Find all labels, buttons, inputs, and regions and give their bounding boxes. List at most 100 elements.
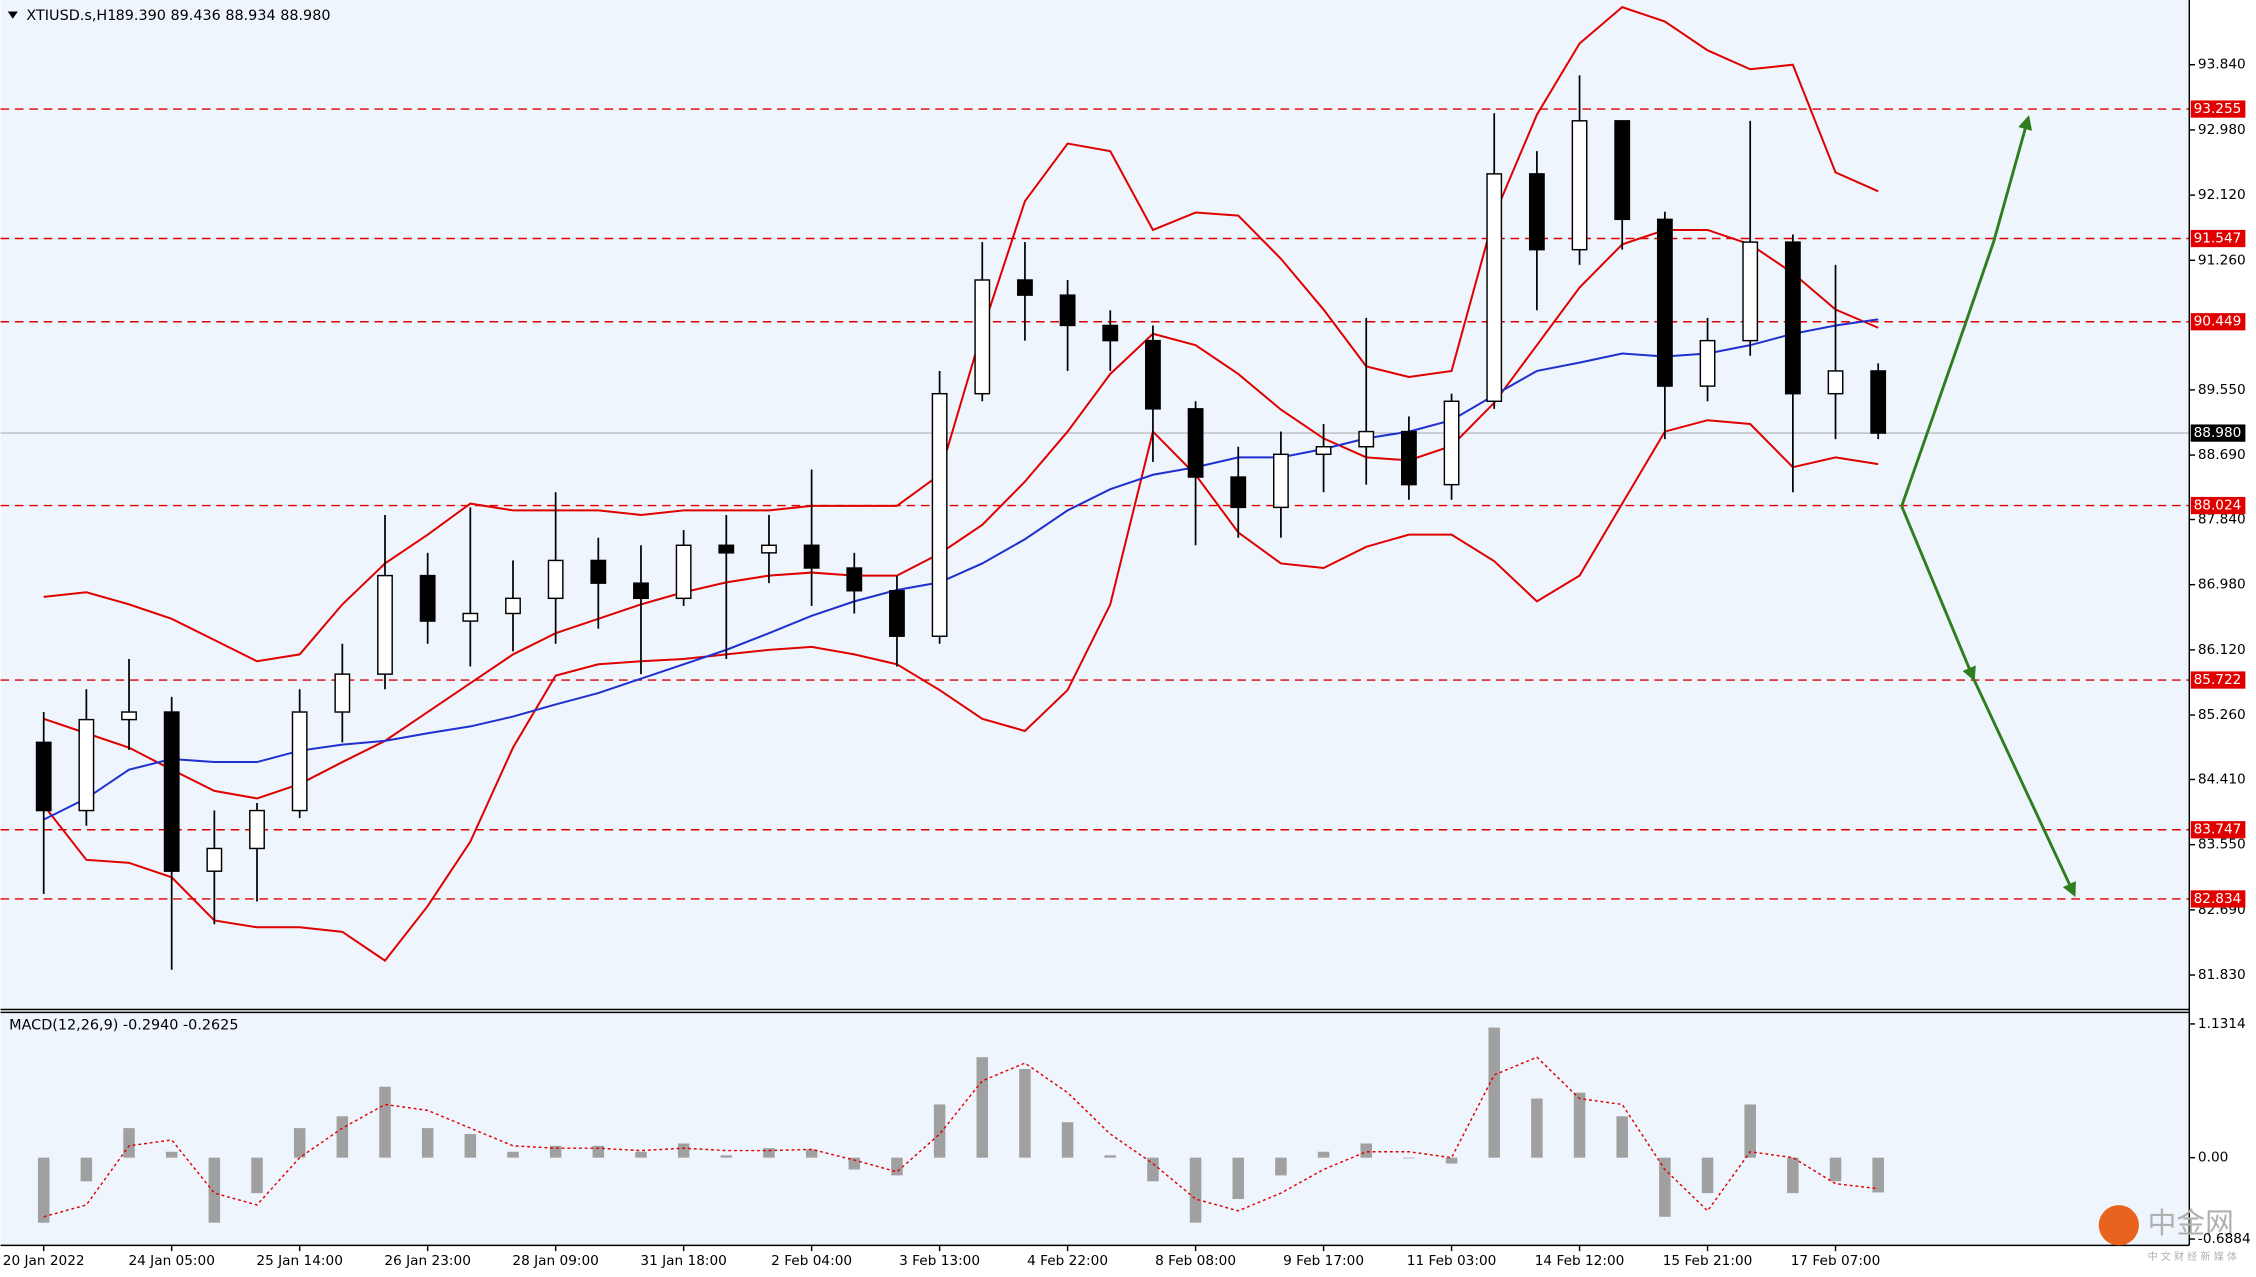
watermark-tagline: 中 文 财 经 新 媒 体 <box>2148 1250 2238 1263</box>
candle-body <box>1571 120 1588 251</box>
candle-body <box>121 711 137 721</box>
level-tag <box>2190 229 2246 248</box>
indicator-line <box>43 318 1879 821</box>
level-label: 88.024 <box>2194 498 2242 514</box>
forecast-arrows <box>1900 115 2076 898</box>
chart-title: XTIUSD.s,H1 <box>26 8 116 24</box>
macd-bar <box>848 1157 861 1170</box>
y-tick-label: 85.260 <box>2198 707 2246 723</box>
candle-body <box>1443 400 1460 486</box>
candle-body <box>803 544 820 569</box>
macd-bar <box>464 1134 477 1158</box>
macd-bar <box>336 1116 349 1158</box>
ohlc-readout: 89.390 89.436 88.934 88.980 <box>116 8 331 24</box>
indicator-line <box>42 419 1879 962</box>
x-tick-label: 31 Jan 18:00 <box>640 1253 726 1269</box>
watermark-logo: 中金网 <box>2148 1206 2234 1240</box>
indicator-line <box>43 5 1879 663</box>
level-tag <box>2190 496 2246 515</box>
candle-body <box>78 718 95 812</box>
candle-body <box>633 582 649 600</box>
macd-bar <box>1275 1157 1287 1176</box>
candle-body <box>1656 218 1673 387</box>
macd-bar <box>1317 1151 1330 1158</box>
macd-bar <box>507 1151 519 1158</box>
candle-body <box>1059 294 1076 327</box>
macd-bar <box>1659 1157 1671 1217</box>
x-tick-label: 25 Jan 14:00 <box>256 1253 342 1269</box>
candle-body <box>419 574 436 622</box>
macd-bar <box>379 1086 391 1158</box>
macd-bar <box>677 1143 690 1158</box>
candle-body <box>163 711 180 872</box>
macd-bar <box>165 1151 178 1158</box>
x-tick-label: 14 Feb 12:00 <box>1535 1253 1625 1269</box>
candle-body <box>675 544 692 600</box>
macd-bar <box>1147 1157 1159 1182</box>
candle-body <box>249 809 265 850</box>
macd-bar <box>933 1104 946 1158</box>
candle-body <box>1102 324 1119 342</box>
x-tick-label: 9 Feb 17:00 <box>1283 1253 1364 1269</box>
macd-bar <box>763 1148 775 1158</box>
level-label: 91.547 <box>2194 231 2242 247</box>
watermark-icon <box>2098 1205 2139 1246</box>
macd-bar <box>208 1157 221 1223</box>
macd-bar <box>1232 1157 1245 1200</box>
indicator-line <box>43 228 1879 800</box>
macd-bar <box>1061 1122 1074 1158</box>
level-tag <box>2190 100 2246 118</box>
candle-body <box>1870 370 1887 434</box>
candle-body <box>1827 370 1844 395</box>
y-tick-label: 86.120 <box>2198 642 2246 658</box>
y-tick-label: 91.260 <box>2198 252 2246 268</box>
macd-bar <box>421 1128 434 1158</box>
macd-bar <box>635 1151 647 1158</box>
x-tick-label: 4 Feb 22:00 <box>1027 1253 1108 1269</box>
y-tick-label: 81.830 <box>2198 967 2246 983</box>
up-arrow <box>1900 115 2033 507</box>
x-tick-label: 11 Feb 03:00 <box>1407 1253 1497 1269</box>
x-tick-label: 28 Jan 09:00 <box>512 1253 598 1269</box>
candle-body <box>505 597 521 615</box>
level-tag <box>2190 890 2246 908</box>
macd-bar <box>1701 1157 1714 1194</box>
down-arrow <box>1900 505 1976 682</box>
y-tick-label: 0.00 <box>2198 1150 2228 1166</box>
candle-body <box>1486 173 1503 402</box>
candle-body <box>846 567 863 592</box>
macd-bar <box>1573 1092 1586 1158</box>
plot-layer <box>0 5 2190 1223</box>
macd-bar <box>1872 1157 1884 1193</box>
macd-bar <box>1616 1116 1628 1158</box>
macd-bar <box>1104 1155 1117 1158</box>
level-label: 83.747 <box>2194 822 2242 838</box>
macd-bar <box>1744 1104 1756 1158</box>
x-tick-label: 24 Jan 05:00 <box>128 1253 214 1269</box>
macd-bar <box>123 1128 135 1158</box>
level-label: 85.722 <box>2194 672 2242 688</box>
y-tick-label: 1.1314 <box>2198 1016 2246 1032</box>
candle-body <box>334 673 351 713</box>
candle-body <box>1699 339 1716 387</box>
macd-pane <box>0 1012 2190 1246</box>
price-pane <box>0 0 2190 1010</box>
y-tick-label: 92.120 <box>2198 187 2246 203</box>
current-price-label: 88.980 <box>2194 425 2242 441</box>
candle-body <box>931 392 948 637</box>
candle-body <box>1273 453 1289 509</box>
candle-body <box>1400 430 1417 486</box>
level-tag <box>2190 821 2246 839</box>
candle-body <box>547 559 564 600</box>
x-tick-label: 3 Feb 13:00 <box>899 1253 980 1269</box>
macd-bar <box>1360 1143 1372 1158</box>
candle-body <box>35 741 52 812</box>
current-price-tag <box>2190 424 2246 442</box>
macd-bar <box>1488 1027 1500 1158</box>
macd-bar <box>1403 1157 1415 1159</box>
x-tick-label: 2 Feb 04:00 <box>771 1253 852 1269</box>
candle-body <box>1614 120 1631 221</box>
macd-bar <box>37 1157 50 1223</box>
candle-body <box>1145 339 1161 410</box>
candle-body <box>1358 430 1375 448</box>
